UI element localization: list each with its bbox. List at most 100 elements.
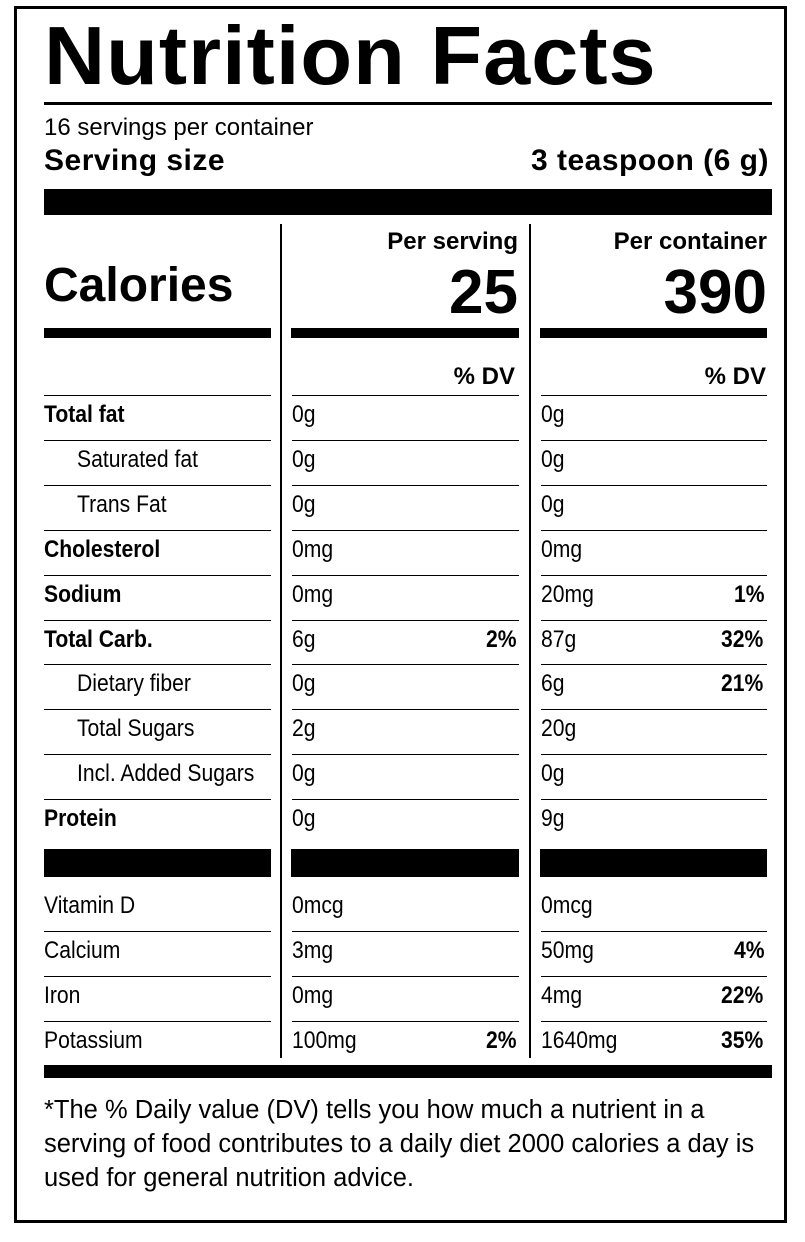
- vitamins-container-amount: 0mcg: [541, 892, 593, 919]
- vitamins-container-amount: 4mg: [541, 982, 583, 1009]
- nutrients-container-amount: 0mg: [541, 535, 583, 563]
- vitamins-container-dv: 22%: [720, 982, 764, 1009]
- vitamins-name: Iron: [44, 982, 81, 1009]
- label-title: Nutrition Facts: [44, 9, 657, 102]
- calories-per-container: 390: [663, 258, 767, 327]
- row-rule: [44, 931, 271, 932]
- nutrients-serving-amount: 0mg: [292, 535, 334, 563]
- nutrients-serving-amount: 0g: [292, 670, 316, 698]
- title-rule: [44, 102, 772, 105]
- nutrients-serving-amount: 2g: [292, 715, 316, 743]
- nutrients-container-amount: 6g: [541, 670, 565, 698]
- row-rule: [541, 574, 767, 576]
- row-rule: [541, 619, 767, 621]
- row-rule: [541, 931, 767, 932]
- calories-label: Calories: [44, 259, 234, 312]
- nutrients-name: Total Carb.: [44, 625, 153, 653]
- row-rule: [44, 439, 271, 441]
- nutrients-name: Saturated fat: [77, 445, 198, 473]
- dv-heading-serving: % DV: [453, 363, 515, 390]
- vitamins-container-dv: 35%: [720, 1027, 764, 1054]
- vitamins-serving-amount: 0mcg: [292, 892, 344, 919]
- thick-bar-top: [44, 189, 772, 215]
- serving-size-label: Serving size: [44, 144, 226, 177]
- thick-bar-bottom: [44, 1065, 772, 1078]
- nutrients-serving-amount: 0g: [292, 760, 316, 788]
- nutrients-container-amount: 0g: [541, 760, 565, 788]
- row-rule: [541, 395, 767, 396]
- vitamins-name: Calcium: [44, 937, 121, 964]
- nutrients-container-amount: 0g: [541, 445, 565, 473]
- nutrients-serving-amount: 0g: [292, 445, 316, 473]
- nutrients-container-amount: 9g: [541, 805, 565, 833]
- row-rule: [292, 931, 519, 932]
- dv-heading-container: % DV: [704, 363, 766, 390]
- nutrients-name: Dietary fiber: [77, 670, 191, 698]
- vitamins-container-amount: 50mg: [541, 937, 594, 964]
- nutrients-serving-amount: 0mg: [292, 580, 334, 608]
- nutrients-container-amount: 0g: [541, 401, 565, 428]
- per-container-heading: Per container: [613, 228, 767, 255]
- row-rule: [292, 664, 519, 666]
- nutrients-name: Total Sugars: [77, 715, 195, 743]
- per-serving-heading: Per serving: [387, 228, 518, 255]
- calories-bar-mid: [291, 328, 519, 338]
- nutrients-name: Incl. Added Sugars: [77, 760, 255, 788]
- row-rule: [44, 709, 271, 711]
- vitamins-serving-dv: 2%: [486, 1027, 517, 1054]
- vitamin-bar-right: [540, 849, 767, 877]
- column-divider-right: [529, 224, 531, 1058]
- row-rule: [541, 709, 767, 711]
- row-rule: [292, 754, 519, 756]
- nutrients-name: Sodium: [44, 580, 122, 608]
- row-rule: [44, 976, 271, 977]
- row-rule: [292, 439, 519, 441]
- row-rule: [541, 799, 767, 801]
- servings-per-container: 16 servings per container: [44, 114, 314, 141]
- row-rule: [541, 754, 767, 756]
- vitamins-serving-amount: 0mg: [292, 982, 334, 1009]
- vitamins-name: Potassium: [44, 1027, 143, 1054]
- row-rule: [292, 619, 519, 621]
- vitamin-bar-mid: [291, 849, 519, 877]
- column-divider-left: [280, 224, 282, 1058]
- row-rule: [44, 619, 271, 621]
- row-rule: [541, 529, 767, 531]
- row-rule: [292, 709, 519, 711]
- nutrients-serving-amount: 0g: [292, 401, 316, 428]
- vitamins-serving-amount: 3mg: [292, 937, 334, 964]
- row-rule: [292, 799, 519, 801]
- row-rule: [541, 1021, 767, 1022]
- row-rule: [292, 395, 519, 396]
- calories-bar-right: [540, 328, 767, 338]
- nutrients-serving-amount: 6g: [292, 625, 316, 653]
- row-rule: [44, 484, 271, 486]
- row-rule: [541, 976, 767, 977]
- row-rule: [44, 395, 271, 396]
- row-rule: [292, 976, 519, 977]
- label-frame: [14, 6, 787, 1223]
- nutrients-container-amount: 20mg: [541, 580, 594, 608]
- footnote: *The % Daily value (DV) tells you how mu…: [44, 1096, 755, 1192]
- row-rule: [292, 484, 519, 486]
- nutrients-name: Protein: [44, 805, 117, 833]
- nutrients-container-dv: 1%: [734, 580, 765, 608]
- vitamins-name: Vitamin D: [44, 892, 136, 919]
- nutrients-container-amount: 20g: [541, 715, 577, 743]
- calories-per-serving: 25: [449, 258, 518, 327]
- row-rule: [44, 529, 271, 531]
- vitamins-container-amount: 1640mg: [541, 1027, 618, 1054]
- vitamins-serving-amount: 100mg: [292, 1027, 357, 1054]
- nutrients-container-dv: 32%: [720, 625, 764, 653]
- row-rule: [44, 754, 271, 756]
- row-rule: [292, 574, 519, 576]
- nutrients-serving-amount: 0g: [292, 490, 316, 518]
- nutrients-serving-dv: 2%: [486, 625, 517, 653]
- row-rule: [292, 1021, 519, 1022]
- row-rule: [44, 664, 271, 666]
- row-rule: [44, 574, 271, 576]
- row-rule: [292, 529, 519, 531]
- row-rule: [541, 484, 767, 486]
- row-rule: [541, 439, 767, 441]
- row-rule: [44, 1021, 271, 1022]
